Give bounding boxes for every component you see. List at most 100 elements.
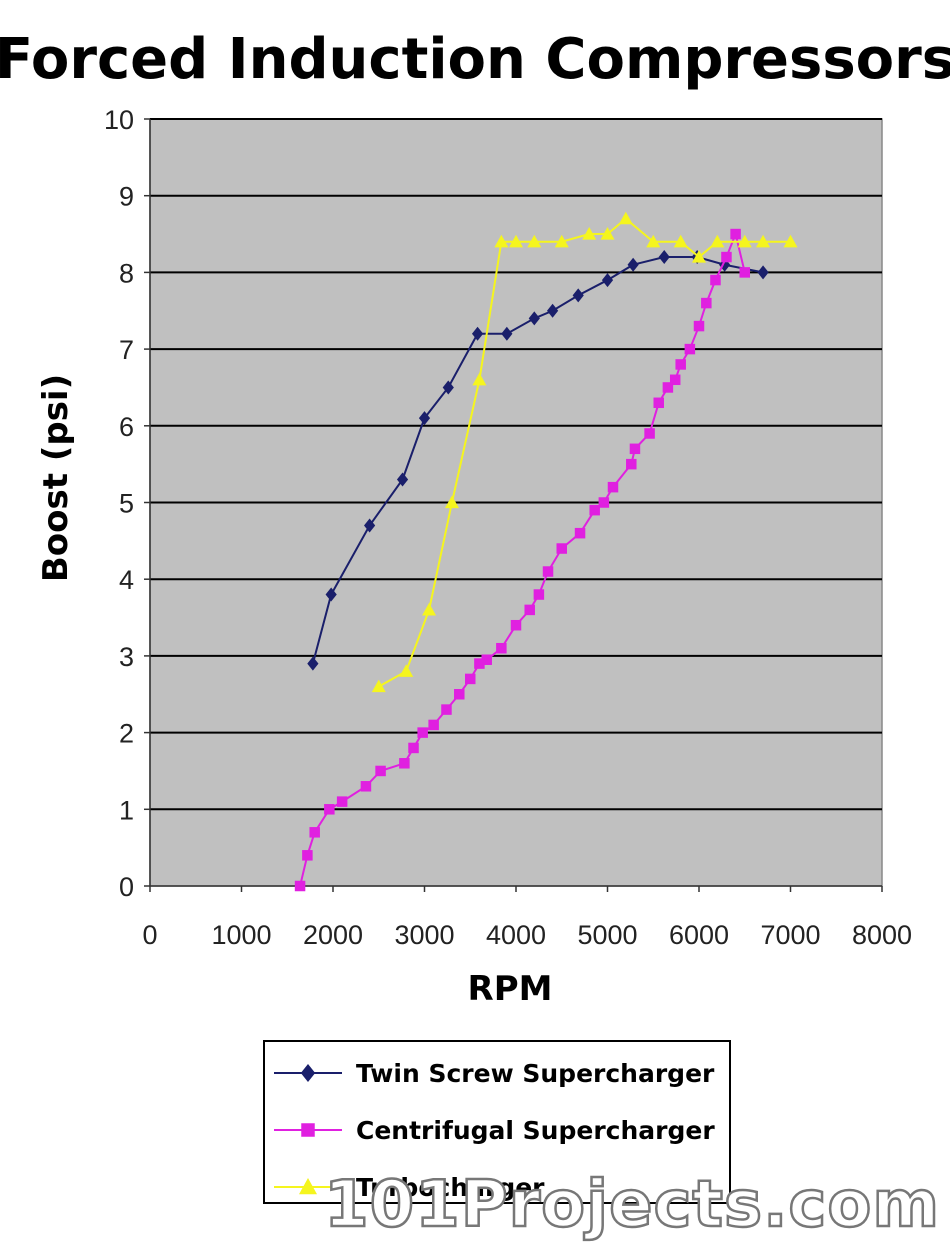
series-1-point-1 xyxy=(302,850,313,861)
axes xyxy=(144,118,883,892)
series-1-point-17 xyxy=(510,619,522,631)
series-1-point-8 xyxy=(408,742,419,754)
chart-title: Forced Induction Compressors xyxy=(0,27,950,92)
series-1-point-25 xyxy=(607,481,619,493)
series-2-point-3 xyxy=(444,495,459,509)
series-1-point-33 xyxy=(684,343,696,355)
series-1-point-15 xyxy=(481,654,492,665)
series-2-point-11 xyxy=(618,211,633,225)
series-1-point-21 xyxy=(556,543,567,554)
legend-label-0: Twin Screw Supercharger xyxy=(356,1059,715,1088)
series-2-point-13 xyxy=(673,234,688,248)
series-1-point-24 xyxy=(598,497,610,508)
series-2-point-16 xyxy=(737,234,752,248)
series-1-point-12 xyxy=(454,689,465,700)
series-1-point-38 xyxy=(730,228,741,240)
x-tick-label-8000: 8000 xyxy=(852,920,912,950)
series-0-point-9 xyxy=(547,303,559,318)
series-1-point-10 xyxy=(428,719,439,731)
series-2-point-10 xyxy=(600,227,615,240)
series-1-point-28 xyxy=(644,428,655,439)
series-1 xyxy=(294,228,750,892)
series-0 xyxy=(307,250,769,671)
series-2-point-18 xyxy=(783,234,798,248)
series-1-point-34 xyxy=(693,320,705,332)
series-1-point-32 xyxy=(675,359,686,370)
series-1-point-18 xyxy=(524,604,535,616)
series-2-point-2 xyxy=(422,602,437,616)
series-0-point-7 xyxy=(501,326,513,341)
series-1-point-7 xyxy=(399,758,410,769)
series-1-point-19 xyxy=(533,589,545,600)
x-tick-label-4000: 4000 xyxy=(486,920,546,950)
y-tick-label-5: 5 xyxy=(119,489,134,519)
y-tick-label-8: 8 xyxy=(119,258,134,288)
series-1-point-16 xyxy=(496,642,507,654)
series-1-point-37 xyxy=(721,251,732,263)
y-axis-title: Boost (psi) xyxy=(36,374,76,582)
y-tick-label-3: 3 xyxy=(119,642,134,672)
series-1-point-36 xyxy=(710,274,721,286)
x-tick-label-3000: 3000 xyxy=(394,920,454,950)
y-tick-label-1: 1 xyxy=(119,795,134,825)
legend-item-1: Centrifugal Supercharger xyxy=(274,1116,715,1145)
legend-swatch-marker-0 xyxy=(300,1064,316,1082)
series-1-point-35 xyxy=(701,297,712,309)
legend-label-1: Centrifugal Supercharger xyxy=(356,1116,715,1145)
tick-labels: 0 1 2 3 4 5 6 7 8 9 10 0 1000 2000 3000 4000 5000 6000 700… xyxy=(104,105,912,950)
legend-swatch-marker-1 xyxy=(301,1123,315,1137)
series-0-point-1 xyxy=(325,587,337,602)
series-1-point-29 xyxy=(653,397,664,409)
series-1-point-23 xyxy=(589,504,600,516)
series-1-point-31 xyxy=(669,374,681,386)
series-1-point-26 xyxy=(626,458,637,470)
series-0-point-10 xyxy=(572,288,584,303)
y-tick-label-4: 4 xyxy=(119,565,134,595)
series-0-point-6 xyxy=(471,326,484,341)
series-1-line xyxy=(299,230,746,887)
series-2-point-1 xyxy=(399,664,414,677)
series-1-point-5 xyxy=(360,781,372,792)
y-tick-label-2: 2 xyxy=(119,719,134,749)
x-tick-label-5000: 5000 xyxy=(577,920,637,950)
series-layer xyxy=(294,211,798,892)
x-tick-label-0: 0 xyxy=(142,920,157,950)
series-1-point-11 xyxy=(441,704,452,715)
series-0-point-2 xyxy=(364,518,376,533)
series-0-point-16 xyxy=(757,265,769,280)
legend-item-2: Turbocharger xyxy=(274,1173,545,1202)
series-1-point-13 xyxy=(465,673,476,685)
legend-label-2: Turbocharger xyxy=(356,1173,545,1202)
series-0-point-5 xyxy=(442,380,454,395)
series-1-point-9 xyxy=(417,727,428,738)
series-1-point-27 xyxy=(629,443,641,455)
series-1-point-39 xyxy=(739,267,750,278)
gridlines xyxy=(150,118,882,811)
x-axis-title: RPM xyxy=(468,969,553,1009)
x-tick-label-2000: 2000 xyxy=(303,920,363,950)
series-1-point-6 xyxy=(375,765,386,777)
y-tick-label-10: 10 xyxy=(104,105,134,135)
series-2-point-17 xyxy=(756,234,771,248)
y-tick-label-0: 0 xyxy=(119,872,134,902)
watermark: 101Projects.com xyxy=(324,1168,940,1242)
series-1-point-20 xyxy=(542,566,554,577)
series-2 xyxy=(371,211,798,693)
series-2-point-5 xyxy=(494,234,509,248)
series-2-point-9 xyxy=(582,227,597,240)
legend-box xyxy=(263,1040,731,1204)
series-0-point-0 xyxy=(307,656,319,671)
series-0-point-4 xyxy=(418,411,431,426)
series-0-point-13 xyxy=(658,250,670,265)
series-2-point-4 xyxy=(472,372,487,386)
series-2-point-12 xyxy=(646,234,661,248)
series-0-point-12 xyxy=(627,257,639,272)
series-1-point-0 xyxy=(294,880,306,892)
series-1-point-3 xyxy=(324,804,335,815)
series-2-point-15 xyxy=(710,234,725,248)
series-1-point-4 xyxy=(336,796,348,807)
y-tick-label-7: 7 xyxy=(119,335,134,365)
legend: Twin Screw Supercharger Centrifugal Super… xyxy=(263,1040,731,1204)
series-2-point-6 xyxy=(509,234,523,248)
